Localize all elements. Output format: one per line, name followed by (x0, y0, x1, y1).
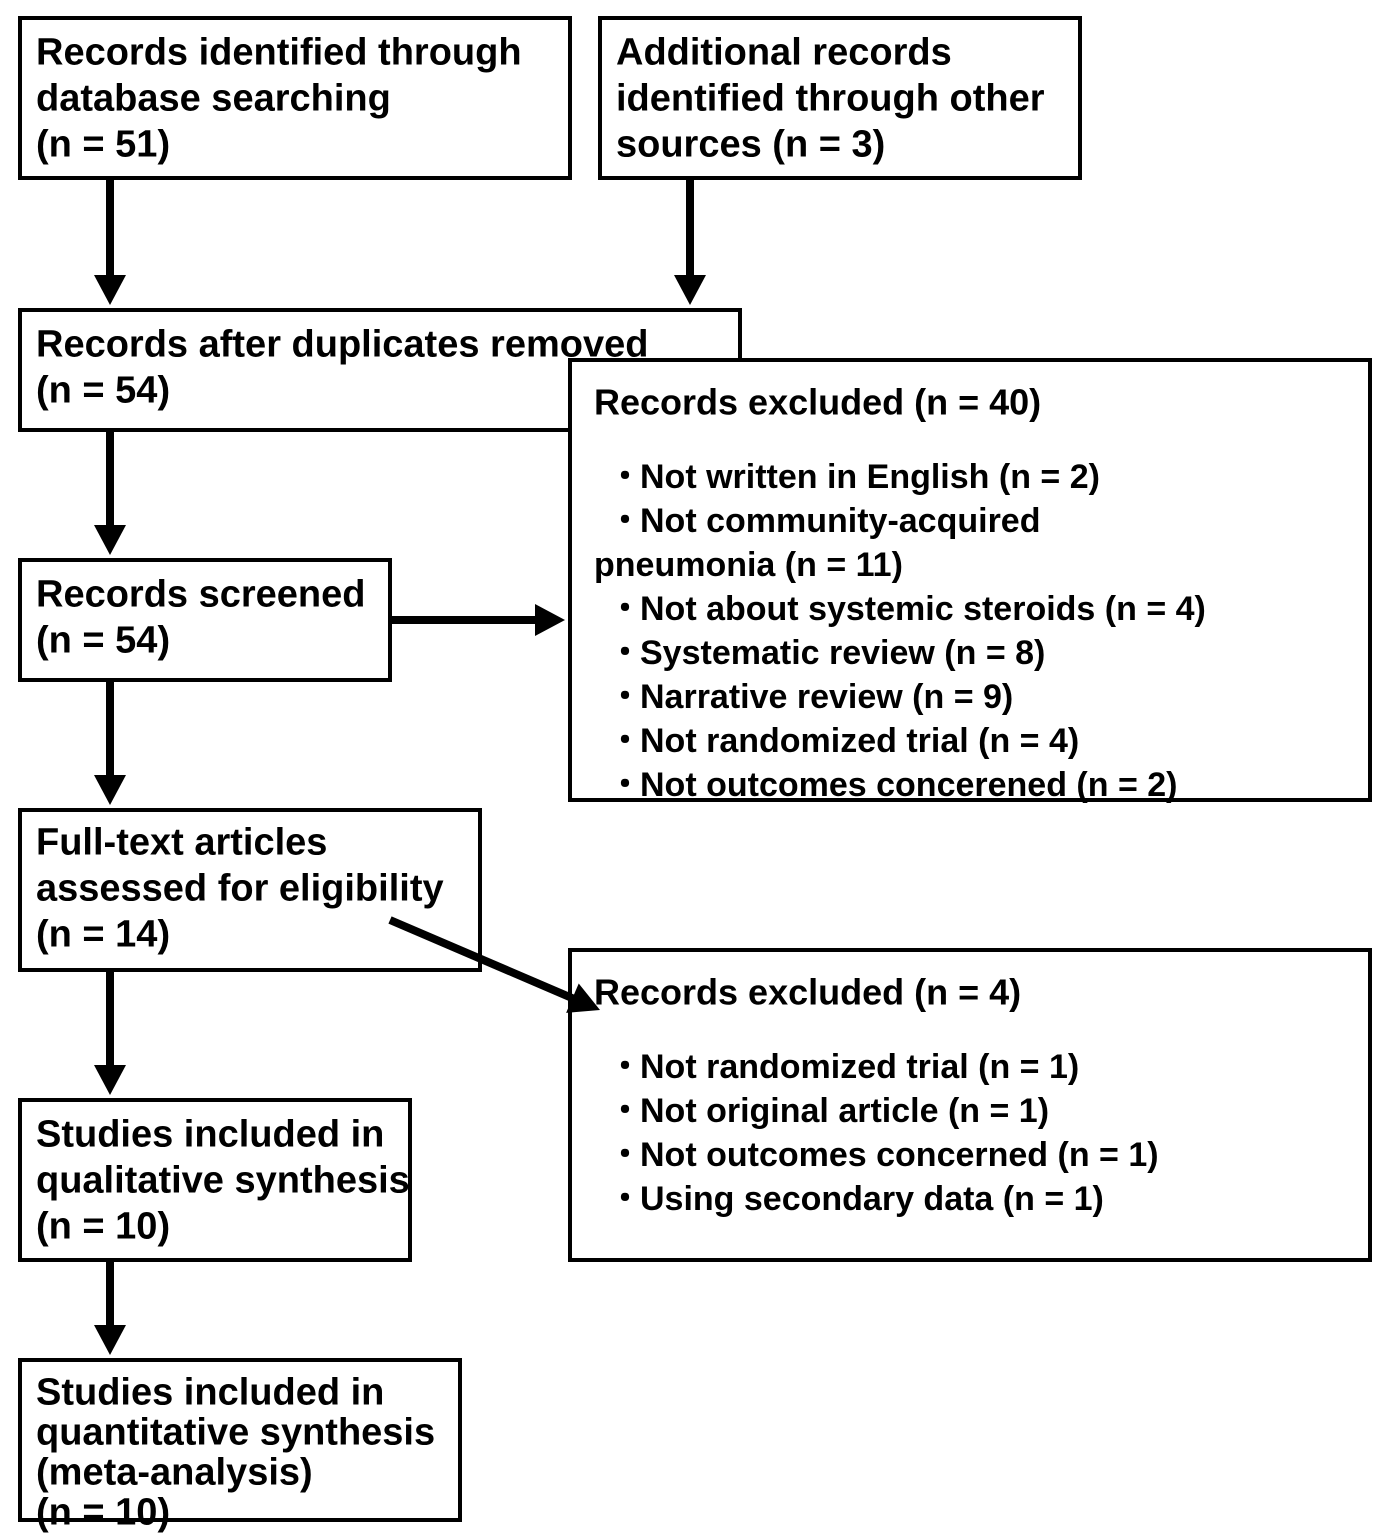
box-b1: Records identified throughdatabase searc… (20, 18, 570, 178)
box-b3-line: Records after duplicates removed (36, 323, 648, 365)
box-b5-line: Full-text articles (36, 821, 327, 863)
box-s1-bullet: Not written in English (n = 2) (640, 458, 1100, 496)
bullet-marker: ・ (608, 1180, 642, 1218)
bullet-marker: ・ (608, 678, 642, 716)
box-b2: Additional recordsidentified through oth… (600, 18, 1080, 178)
box-b7-line: Studies included in (36, 1371, 384, 1413)
box-b5-line: (n = 14) (36, 913, 170, 955)
bullet-marker: ・ (608, 1048, 642, 1086)
box-s1-bullet: Not community-acquired (640, 502, 1040, 540)
box-b3-line: (n = 54) (36, 369, 170, 411)
box-s1-bullet: Not randomized trial (n = 4) (640, 722, 1079, 760)
box-b6-line: qualitative synthesis (36, 1159, 410, 1201)
box-s1-bullet: Not outcomes concerened (n = 2) (640, 766, 1178, 804)
box-s2-bullet: Not original article (n = 1) (640, 1092, 1049, 1130)
box-b6: Studies included inqualitative synthesis… (20, 1100, 410, 1260)
box-b4-line: Records screened (36, 573, 366, 615)
box-s1-bullet: pneumonia (n = 11) (594, 546, 903, 584)
box-b2-line: identified through other (616, 77, 1045, 119)
box-s1-bullet: Systematic review (n = 8) (640, 634, 1045, 672)
box-b7-line: quantitative synthesis (36, 1411, 435, 1453)
box-s2-bullet: Using secondary data (n = 1) (640, 1180, 1104, 1218)
box-b4-line: (n = 54) (36, 619, 170, 661)
bullet-marker: ・ (608, 502, 642, 540)
prisma-flowchart: Records identified throughdatabase searc… (0, 0, 1395, 1540)
box-b7: Studies included inquantitative synthesi… (20, 1360, 460, 1533)
box-b1-line: Records identified through (36, 31, 522, 73)
bullet-marker: ・ (608, 590, 642, 628)
bullet-marker: ・ (608, 634, 642, 672)
box-b7-line: (n = 10) (36, 1491, 170, 1533)
box-b2-line: Additional records (616, 31, 952, 73)
box-b1-line: database searching (36, 77, 391, 119)
box-b7-line: (meta-analysis) (36, 1451, 313, 1493)
box-s2: Records excluded (n = 4)・Not randomized … (570, 950, 1370, 1260)
box-s2-bullet: Not outcomes concerned (n = 1) (640, 1136, 1159, 1174)
box-b6-line: (n = 10) (36, 1205, 170, 1247)
box-b4: Records screened(n = 54) (20, 560, 390, 680)
box-b5-line: assessed for eligibility (36, 867, 444, 909)
box-b5: Full-text articlesassessed for eligibili… (20, 810, 480, 970)
box-s2-title: Records excluded (n = 4) (594, 971, 1021, 1012)
box-b2-line: sources (n = 3) (616, 123, 885, 165)
box-b6-line: Studies included in (36, 1113, 384, 1155)
box-s2-bullet: Not randomized trial (n = 1) (640, 1048, 1079, 1086)
box-s1-bullet: Narrative review (n = 9) (640, 678, 1013, 716)
box-s1-bullet: Not about systemic steroids (n = 4) (640, 590, 1206, 628)
box-s1-title: Records excluded (n = 40) (594, 381, 1041, 422)
bullet-marker: ・ (608, 766, 642, 804)
box-b1-line: (n = 51) (36, 123, 170, 165)
bullet-marker: ・ (608, 1136, 642, 1174)
bullet-marker: ・ (608, 1092, 642, 1130)
bullet-marker: ・ (608, 722, 642, 760)
box-s1: Records excluded (n = 40)・Not written in… (570, 360, 1370, 804)
bullet-marker: ・ (608, 458, 642, 496)
